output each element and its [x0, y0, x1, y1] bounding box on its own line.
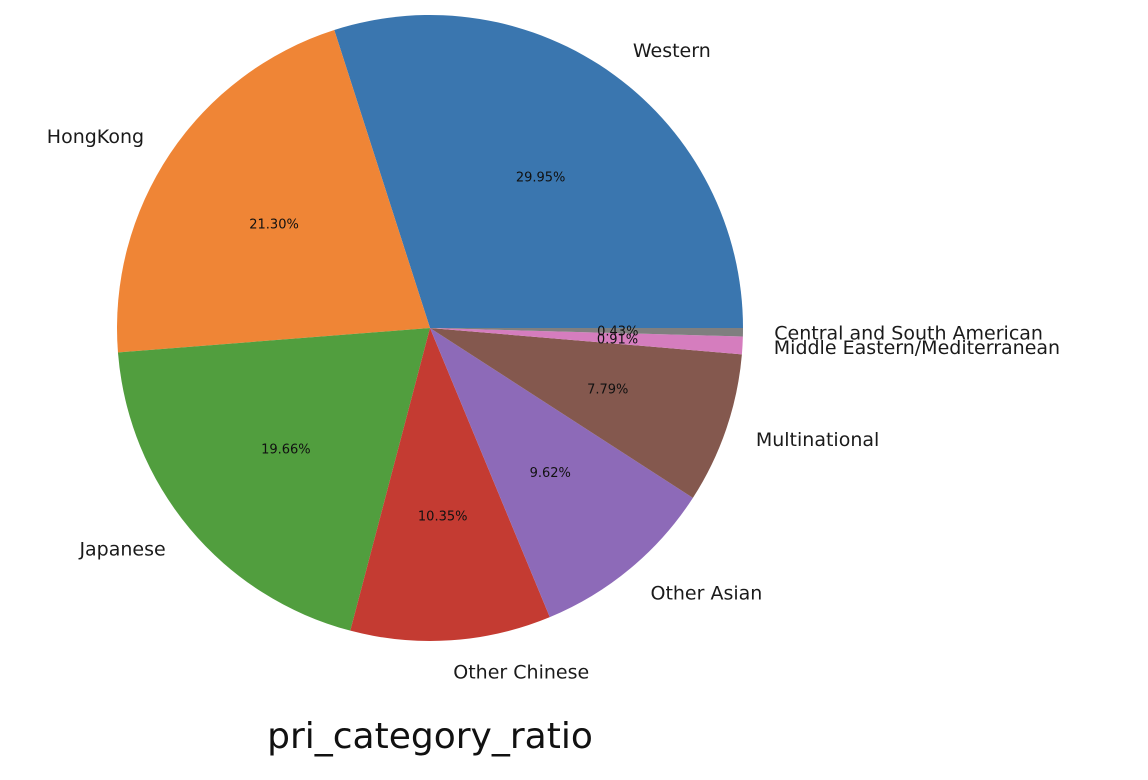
slice-percent-label: 7.79%: [587, 383, 628, 398]
category-labels-layer: Western HongKong Japanese Other Chinese Othe…: [47, 40, 1060, 684]
slice-percent-label: 9.62%: [530, 466, 571, 481]
pie-slice: [350, 328, 550, 641]
slice-category-label: Other Asian: [650, 582, 762, 604]
pie-slice: [117, 328, 431, 631]
slice-percent-label: 0.43%: [597, 325, 638, 340]
chart-title: pri_category_ratio: [267, 716, 593, 757]
slices-layer: [116, 15, 743, 641]
slice-category-label: HongKong: [47, 126, 144, 148]
pie-slice: [430, 328, 743, 337]
percent-labels-layer: 29.95% 21.30% 19.66% 10.35% 9.62% 7.79% 0.91%0…: [249, 170, 638, 524]
slice-percent-label: 10.35%: [418, 509, 468, 524]
slice-category-label: Japanese: [78, 539, 165, 561]
slice-percent-label: 19.66%: [261, 442, 311, 457]
slice-percent-label: 21.30%: [249, 217, 299, 232]
pie-slice: [430, 328, 693, 618]
slice-percent-label: 29.95%: [516, 170, 566, 185]
slice-category-label: Middle Eastern/Mediterranean: [774, 337, 1060, 359]
slice-category-label: Western: [633, 40, 711, 62]
slice-category-label: Multinational: [756, 429, 879, 451]
slice-category-label: Other Chinese: [453, 662, 589, 684]
pie-slice: [116, 29, 430, 353]
pie-slice: [430, 328, 743, 355]
pie-slice: [334, 15, 743, 329]
slice-percent-label: 0.91%: [597, 332, 638, 347]
pie-slice: [430, 328, 742, 498]
slice-category-label: Central and South American: [774, 323, 1043, 345]
